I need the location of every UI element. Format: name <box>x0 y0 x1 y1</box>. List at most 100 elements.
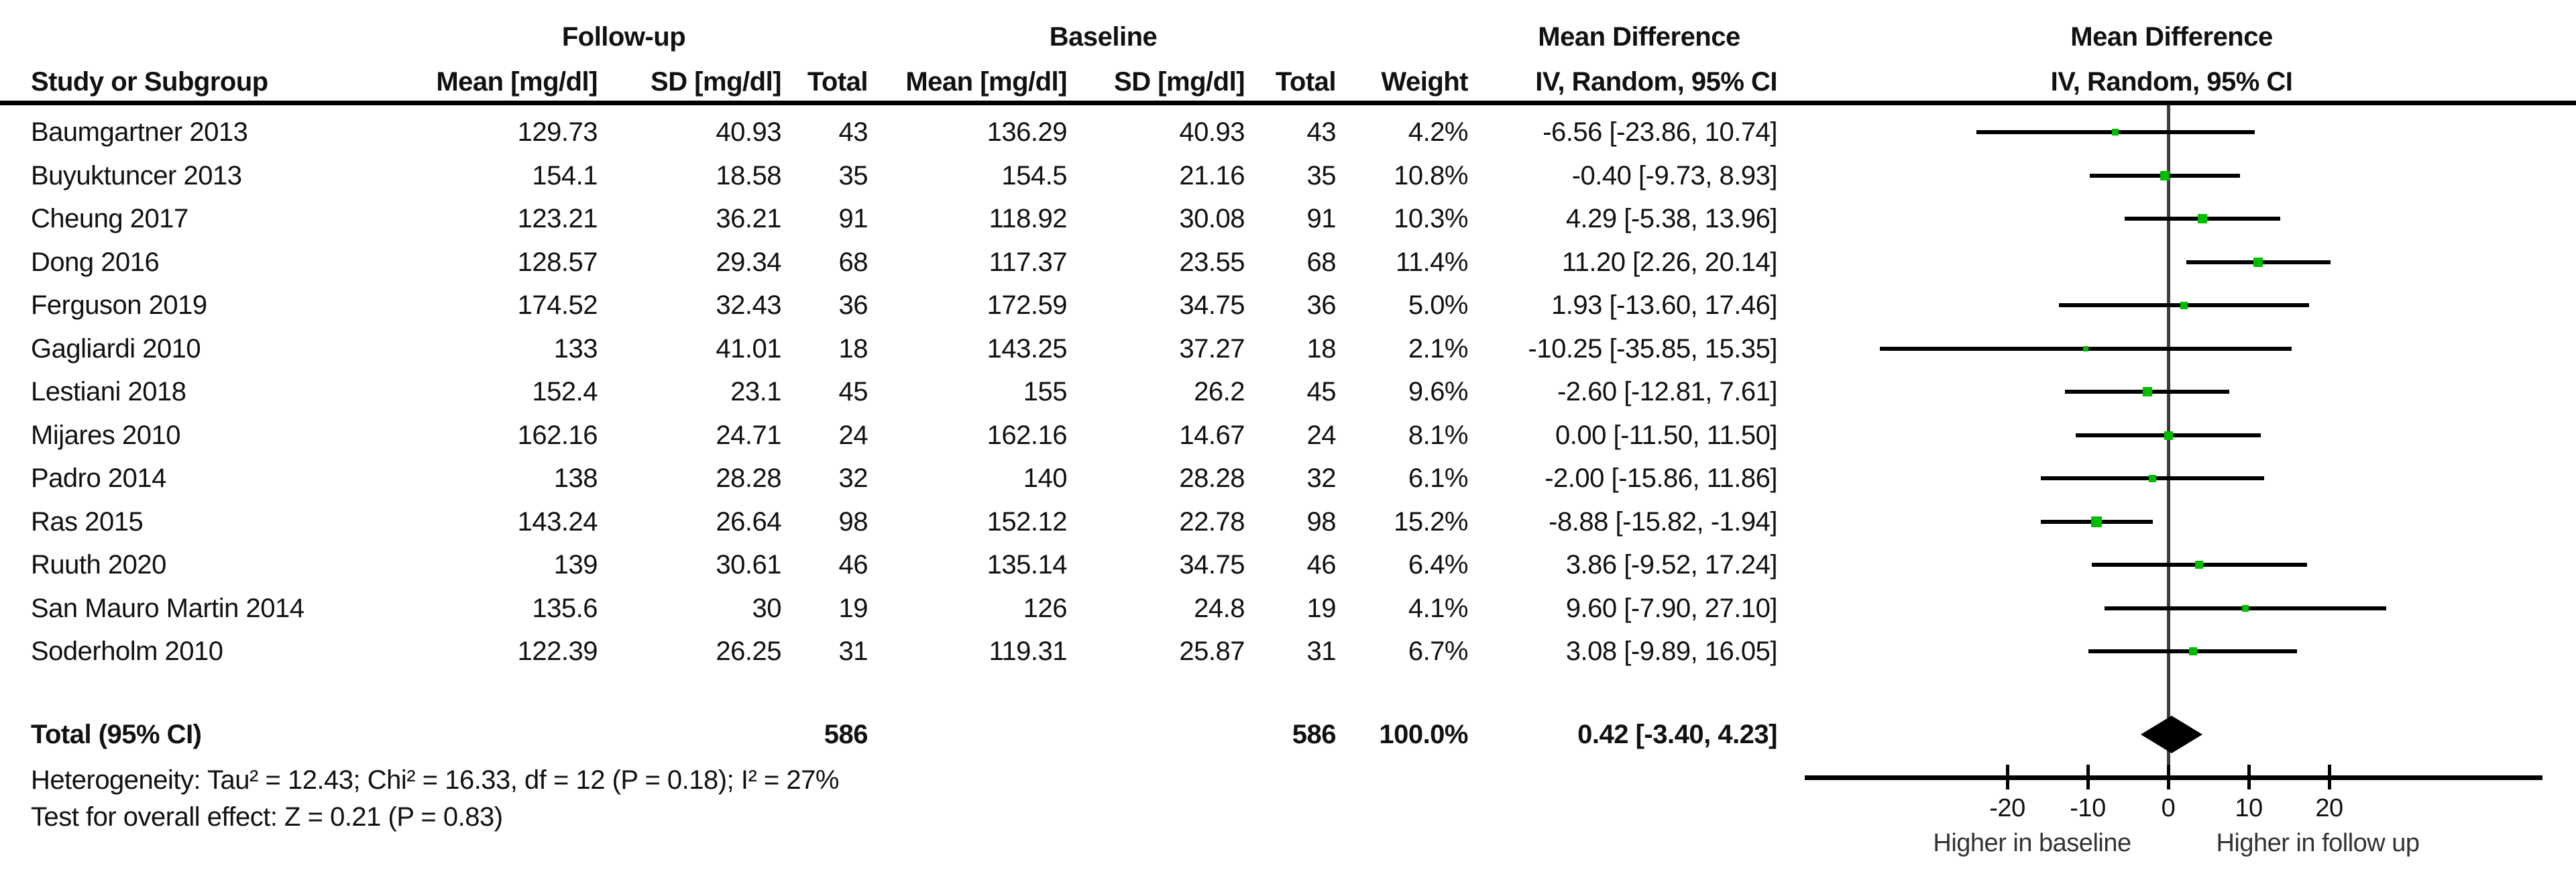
study-label: Gagliardi 2010 <box>31 334 201 364</box>
column-header-baseline-total: Total <box>1275 67 1337 97</box>
x-axis-tick <box>2328 765 2331 789</box>
cell-fu-sd: 24.71 <box>716 421 781 450</box>
cell-ci-text: -8.88 [-15.82, -1.94] <box>1549 507 1777 537</box>
cell-bl-sd: 26.2 <box>1194 377 1245 406</box>
study-label: Buyuktuncer 2013 <box>31 161 242 190</box>
cell-bl-sd: 30.08 <box>1179 204 1245 233</box>
heterogeneity-stats: Heterogeneity: Tau² = 12.43; Chi² = 16.3… <box>31 765 839 795</box>
cell-bl-total: 32 <box>1306 463 1337 493</box>
cell-bl-total: 31 <box>1306 637 1337 666</box>
study-label: Mijares 2010 <box>31 421 181 450</box>
effect-square <box>2198 214 2207 223</box>
cell-fu-sd: 41.01 <box>716 334 781 364</box>
cell-fu-mean: 138 <box>553 463 598 493</box>
column-header-baseline-mean: Mean [mg/dl] <box>905 67 1067 97</box>
cell-weight: 15.2% <box>1394 507 1468 537</box>
cell-fu-sd: 28.28 <box>716 463 781 493</box>
cell-bl-sd: 37.27 <box>1179 334 1245 364</box>
cell-bl-sd: 22.78 <box>1179 507 1245 537</box>
effect-square <box>2253 258 2263 267</box>
cell-fu-total: 45 <box>838 377 869 406</box>
cell-bl-total: 24 <box>1306 421 1337 450</box>
study-label: Soderholm 2010 <box>31 637 223 666</box>
cell-weight: 11.4% <box>1396 248 1468 277</box>
column-group-baseline: Baseline <box>1049 22 1158 52</box>
cell-ci-text: 0.00 [-11.50, 11.50] <box>1555 421 1778 450</box>
column-header-followup-mean: Mean [mg/dl] <box>436 67 598 97</box>
header-divider-rule <box>0 101 2576 105</box>
x-axis-tick-label: 10 <box>2235 794 2263 822</box>
cell-bl-total: 46 <box>1306 550 1337 580</box>
x-axis-tick <box>2086 765 2090 789</box>
cell-bl-mean: 117.37 <box>989 248 1068 277</box>
x-axis-tick-label: 0 <box>2161 794 2176 822</box>
cell-bl-total: 36 <box>1306 290 1337 320</box>
total-row-label: Total (95% CI) <box>31 720 202 749</box>
cell-bl-sd: 23.55 <box>1179 248 1245 277</box>
cell-fu-sd: 18.58 <box>716 161 781 190</box>
cell-ci-text: 4.29 [-5.38, 13.96] <box>1565 204 1778 233</box>
cell-fu-total: 18 <box>838 334 869 364</box>
cell-fu-total: 19 <box>838 594 869 623</box>
cell-weight: 10.8% <box>1394 161 1468 190</box>
x-axis-tick-label: -20 <box>1989 794 2025 822</box>
effect-square <box>2112 129 2119 135</box>
cell-fu-total: 46 <box>838 550 869 580</box>
cell-bl-mean: 140 <box>1023 463 1068 493</box>
cell-fu-sd: 30 <box>752 594 782 623</box>
cell-weight: 6.1% <box>1408 463 1469 493</box>
cell-ci-text: 9.60 [-7.90, 27.10] <box>1565 594 1778 623</box>
effect-square <box>2083 346 2088 351</box>
cell-fu-mean: 174.52 <box>517 290 598 320</box>
cell-bl-mean: 152.12 <box>987 507 1068 537</box>
cell-fu-total: 68 <box>838 248 869 277</box>
cell-fu-mean: 135.6 <box>532 594 598 623</box>
cell-fu-sd: 23.1 <box>730 377 781 406</box>
cell-bl-sd: 21.16 <box>1179 161 1245 190</box>
cell-bl-total: 45 <box>1306 377 1337 406</box>
study-label: Cheung 2017 <box>31 204 188 233</box>
cell-fu-mean: 139 <box>553 550 598 580</box>
cell-fu-mean: 152.4 <box>532 377 598 406</box>
x-axis-tick-label: 20 <box>2315 794 2343 822</box>
cell-fu-mean: 162.16 <box>517 421 598 450</box>
effect-square <box>2164 431 2173 440</box>
cell-fu-total: 31 <box>838 637 869 666</box>
cell-ci-text: 1.93 [-13.60, 17.46] <box>1551 290 1777 320</box>
cell-fu-sd: 26.25 <box>716 637 781 666</box>
study-label: Padro 2014 <box>31 463 166 493</box>
effect-square <box>2242 605 2249 612</box>
cell-weight: 5.0% <box>1408 290 1469 320</box>
cell-bl-total: 91 <box>1306 204 1337 233</box>
cell-bl-mean: 172.59 <box>987 290 1068 320</box>
study-label: Dong 2016 <box>31 248 160 277</box>
cell-ci-text: 11.20 [2.26, 20.14] <box>1561 248 1778 277</box>
cell-bl-mean: 135.14 <box>987 550 1068 580</box>
x-axis-tick <box>2006 765 2009 789</box>
column-group-followup: Follow-up <box>561 22 686 52</box>
cell-bl-mean: 126 <box>1023 594 1068 623</box>
effect-square <box>2091 516 2102 527</box>
total-ci-text: 0.42 [-3.40, 4.23] <box>1577 720 1777 749</box>
cell-fu-total: 98 <box>838 507 869 537</box>
study-label: San Mauro Martin 2014 <box>31 594 304 623</box>
cell-bl-sd: 14.67 <box>1179 421 1245 450</box>
cell-ci-text: -6.56 [-23.86, 10.74] <box>1543 117 1777 147</box>
cell-fu-mean: 133 <box>553 334 598 364</box>
cell-bl-sd: 40.93 <box>1179 117 1245 147</box>
cell-fu-mean: 122.39 <box>517 637 598 666</box>
cell-fu-total: 43 <box>838 117 869 147</box>
column-header-md-ci: IV, Random, 95% CI <box>1535 67 1777 97</box>
study-label: Baumgartner 2013 <box>31 117 248 147</box>
cell-fu-sd: 32.43 <box>716 290 781 320</box>
effect-square <box>2180 301 2188 309</box>
column-header-weight: Weight <box>1381 67 1468 97</box>
cell-fu-sd: 26.64 <box>716 507 781 537</box>
cell-fu-total: 36 <box>838 290 869 320</box>
study-label: Ras 2015 <box>31 507 144 537</box>
cell-bl-sd: 34.75 <box>1179 290 1245 320</box>
x-axis-tick <box>2247 765 2251 789</box>
overall-effect-test: Test for overall effect: Z = 0.21 (P = 0… <box>31 802 503 832</box>
total-weight: 100.0% <box>1379 720 1468 749</box>
